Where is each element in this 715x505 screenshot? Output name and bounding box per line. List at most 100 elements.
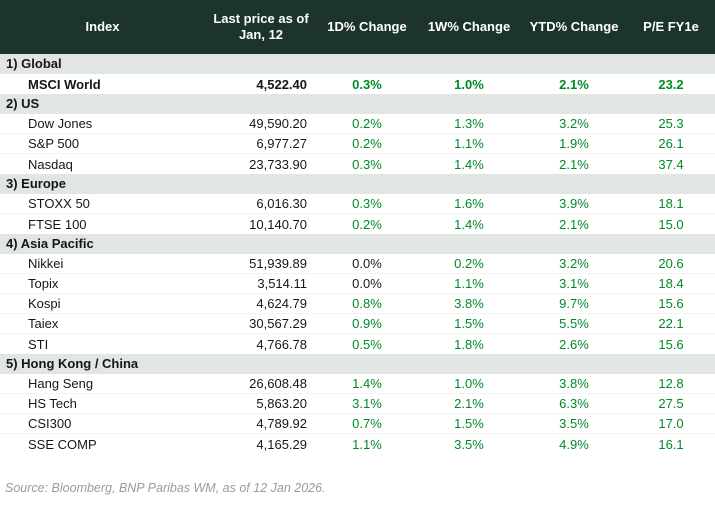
change-ytd-cell: 3.2% <box>559 116 589 131</box>
column-header-index: Index <box>85 18 120 34</box>
table-row: Hang Seng 26,608.48 1.4% 1.0% 3.8% 12.8 <box>0 374 715 394</box>
change-1w-cell: 1.4% <box>454 216 484 232</box>
change-1d-cell: 0.5% <box>352 336 382 352</box>
pe-cell: 25.3 <box>658 116 684 131</box>
pe-cell: 15.0 <box>658 216 684 232</box>
table-row: Nasdaq 23,733.90 0.3% 1.4% 2.1% 37.4 <box>0 154 715 174</box>
index-name-cell: Kospi <box>28 296 61 311</box>
table-row: CSI300 4,789.92 0.7% 1.5% 3.5% 17.0 <box>0 414 715 434</box>
change-ytd-cell: 3.5% <box>559 416 589 431</box>
table-row: STI 4,766.78 0.5% 1.8% 2.6% 15.6 <box>0 334 715 354</box>
change-1d-cell: 0.9% <box>352 316 382 331</box>
table-row: Taiex 30,567.29 0.9% 1.5% 5.5% 22.1 <box>0 314 715 334</box>
section-rows: MSCI World 4,522.40 0.3% 1.0% 2.1% 23.2 <box>0 74 715 94</box>
last-price-cell: 51,939.89 <box>249 256 307 271</box>
last-price-cell: 6,977.27 <box>256 136 307 151</box>
table-row: Kospi 4,624.79 0.8% 3.8% 9.7% 15.6 <box>0 294 715 314</box>
pe-cell: 20.6 <box>658 256 684 271</box>
pe-cell: 18.1 <box>658 196 684 211</box>
last-price-cell: 4,624.79 <box>256 296 307 311</box>
change-1w-cell: 1.0% <box>454 76 484 92</box>
change-1w-cell: 1.1% <box>454 276 484 291</box>
table-row: MSCI World 4,522.40 0.3% 1.0% 2.1% 23.2 <box>0 74 715 94</box>
change-ytd-cell: 2.1% <box>559 76 589 92</box>
column-header-1w-change: 1W% Change <box>427 18 511 34</box>
section-header: 4) Asia Pacific <box>0 234 715 254</box>
change-1w-cell: 1.1% <box>454 136 484 151</box>
pe-cell: 15.6 <box>658 296 684 311</box>
column-header-ytd-change: YTD% Change <box>529 18 619 34</box>
index-name-cell: CSI300 <box>28 416 72 431</box>
pe-cell: 27.5 <box>658 396 684 411</box>
change-ytd-cell: 1.9% <box>559 136 589 151</box>
change-ytd-cell: 2.1% <box>559 156 589 172</box>
change-1d-cell: 0.2% <box>352 116 382 131</box>
change-ytd-cell: 5.5% <box>559 316 589 331</box>
last-price-cell: 30,567.29 <box>249 316 307 331</box>
change-ytd-cell: 4.9% <box>559 436 589 452</box>
pe-cell: 26.1 <box>658 136 684 151</box>
index-name-cell: Nasdaq <box>28 156 73 172</box>
table-row: Nikkei 51,939.89 0.0% 0.2% 3.2% 20.6 <box>0 254 715 274</box>
table-row: FTSE 100 10,140.70 0.2% 1.4% 2.1% 15.0 <box>0 214 715 234</box>
change-ytd-cell: 2.6% <box>559 336 589 352</box>
change-1d-cell: 0.0% <box>352 276 382 291</box>
table-row: HS Tech 5,863.20 3.1% 2.1% 6.3% 27.5 <box>0 394 715 414</box>
change-ytd-cell: 2.1% <box>559 216 589 232</box>
last-price-cell: 4,165.29 <box>256 436 307 452</box>
change-1w-cell: 1.0% <box>454 376 484 391</box>
change-1d-cell: 0.3% <box>352 156 382 172</box>
index-name-cell: Hang Seng <box>28 376 94 391</box>
index-name-cell: MSCI World <box>28 76 101 92</box>
last-price-cell: 5,863.20 <box>256 396 307 411</box>
change-ytd-cell: 3.1% <box>559 276 589 291</box>
pe-cell: 16.1 <box>658 436 684 452</box>
last-price-cell: 6,016.30 <box>256 196 307 211</box>
change-1d-cell: 1.1% <box>352 436 382 452</box>
table-header-row: Index Last price as of Jan, 12 1D% Chang… <box>0 0 715 54</box>
section-header: 2) US <box>0 94 715 114</box>
table-row: Topix 3,514.11 0.0% 1.1% 3.1% 18.4 <box>0 274 715 294</box>
change-1w-cell: 1.4% <box>454 156 484 172</box>
change-ytd-cell: 3.8% <box>559 376 589 391</box>
column-header-last-price: Last price as of Jan, 12 <box>205 11 317 44</box>
table-row: SSE COMP 4,165.29 1.1% 3.5% 4.9% 16.1 <box>0 434 715 454</box>
source-note: Source: Bloomberg, BNP Paribas WM, as of… <box>5 481 326 495</box>
change-ytd-cell: 6.3% <box>559 396 589 411</box>
change-ytd-cell: 9.7% <box>559 296 589 311</box>
change-1w-cell: 1.5% <box>454 316 484 331</box>
last-price-cell: 49,590.20 <box>249 116 307 131</box>
change-1w-cell: 1.3% <box>454 116 484 131</box>
change-1w-cell: 3.5% <box>454 436 484 452</box>
change-1d-cell: 0.0% <box>352 256 382 271</box>
change-1d-cell: 1.4% <box>352 376 382 391</box>
index-name-cell: Taiex <box>28 316 59 331</box>
last-price-cell: 3,514.11 <box>257 276 307 291</box>
last-price-cell: 26,608.48 <box>249 376 307 391</box>
last-price-cell: 4,522.40 <box>256 76 307 92</box>
column-header-last-price-line1: Last price as of <box>213 10 309 26</box>
pe-cell: 15.6 <box>658 336 684 352</box>
table-row: S&P 500 6,977.27 0.2% 1.1% 1.9% 26.1 <box>0 134 715 154</box>
change-ytd-cell: 3.2% <box>559 256 589 271</box>
section-header: 5) Hong Kong / China <box>0 354 715 374</box>
index-name-cell: STOXX 50 <box>28 196 90 211</box>
change-1w-cell: 0.2% <box>454 256 484 271</box>
column-header-last-price-line2: Jan, 12 <box>238 27 284 42</box>
change-1w-cell: 1.8% <box>454 336 484 352</box>
section-rows: Nikkei 51,939.89 0.0% 0.2% 3.2% 20.6 Topix 3,51… <box>0 254 715 354</box>
index-name-cell: Topix <box>28 276 59 291</box>
index-name-cell: Dow Jones <box>28 116 93 131</box>
index-name-cell: SSE COMP <box>28 436 97 452</box>
last-price-cell: 4,766.78 <box>256 336 307 352</box>
last-price-cell: 23,733.90 <box>249 156 307 172</box>
index-name-cell: FTSE 100 <box>28 216 87 232</box>
index-name-cell: STI <box>28 336 49 352</box>
pe-cell: 37.4 <box>658 156 684 172</box>
last-price-cell: 10,140.70 <box>249 216 307 232</box>
pe-cell: 17.0 <box>658 416 684 431</box>
change-1d-cell: 0.3% <box>352 76 382 92</box>
index-table: Index Last price as of Jan, 12 1D% Chang… <box>0 0 715 454</box>
index-name-cell: HS Tech <box>28 396 77 411</box>
change-1w-cell: 3.8% <box>454 296 484 311</box>
